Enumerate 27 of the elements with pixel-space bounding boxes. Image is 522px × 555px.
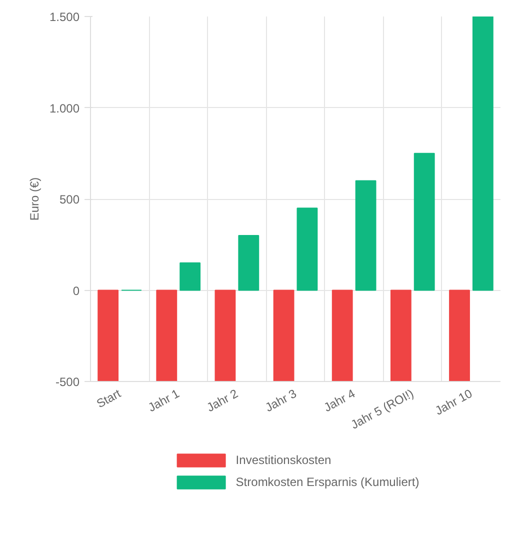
bar <box>214 290 236 382</box>
y-tick-label: 1.500 <box>49 10 80 24</box>
bar <box>355 180 376 291</box>
x-tick-label: Jahr 1 <box>146 386 182 415</box>
x-tick-label: Jahr 4 <box>321 386 358 415</box>
y-tick-label: -500 <box>55 375 80 389</box>
bar <box>472 16 494 291</box>
y-tick-label: 500 <box>59 192 80 206</box>
x-tick-label: Jahr 2 <box>204 386 241 415</box>
bar <box>296 208 318 291</box>
legend-label: Stromkosten Ersparnis (Kumuliert) <box>236 475 420 489</box>
bar <box>98 290 119 382</box>
bar <box>390 290 412 382</box>
x-tick-label: Jahr 10 <box>432 386 475 418</box>
x-tick-label: Start <box>94 386 124 411</box>
bar <box>273 290 294 382</box>
legend-label: Investitionskosten <box>236 453 332 467</box>
bar <box>156 290 178 382</box>
y-tick-label: 1.000 <box>49 101 80 116</box>
bar <box>332 290 353 382</box>
x-tick-label: Jahr 3 <box>262 386 300 415</box>
bar <box>414 152 435 291</box>
bar <box>238 235 260 291</box>
y-tick-label: 0 <box>72 284 80 298</box>
bar <box>180 262 201 291</box>
bar <box>449 290 470 382</box>
y-axis-title: Euro (€) <box>27 177 42 221</box>
